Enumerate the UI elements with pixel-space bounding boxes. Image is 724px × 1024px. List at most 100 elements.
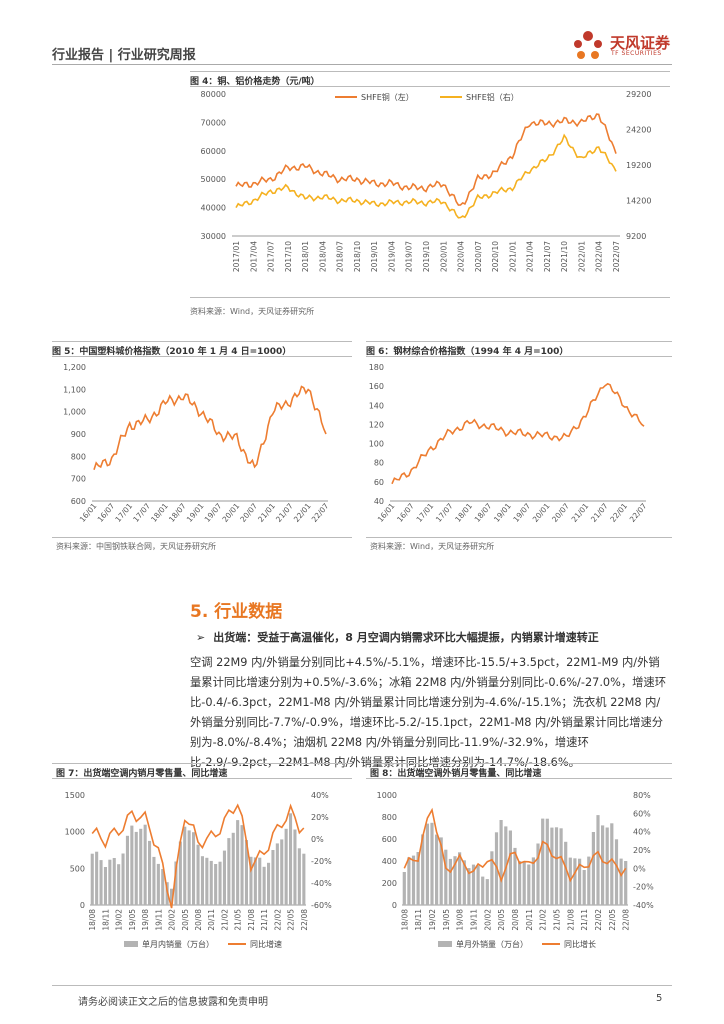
- fig6-x-tick: 19/07: [511, 501, 532, 524]
- fig5-y-tick: 800: [71, 452, 86, 461]
- fig6-x-tick: 17/01: [415, 501, 436, 524]
- fig8-x-tick: 21/02: [539, 909, 548, 931]
- fig8-bar: [619, 858, 623, 905]
- fig5-y-tick: 700: [71, 475, 86, 484]
- fig6-x-tick: 16/07: [395, 501, 416, 524]
- fig8-y-right-tick: 40%: [633, 828, 651, 837]
- fig5-x-tick: 18/01: [149, 501, 170, 524]
- fig5-y-tick: 1,000: [63, 408, 86, 417]
- fig8-bar: [481, 876, 485, 905]
- fig4-x-tick: 2017/01: [232, 241, 241, 272]
- fig7-y-right-tick: -60%: [311, 901, 332, 910]
- fig8-y-right-tick: -20%: [633, 883, 654, 892]
- fig6-y-tick: 180: [369, 363, 384, 372]
- fig7-title-rule: [52, 778, 352, 779]
- page-number: 5: [656, 993, 663, 1004]
- fig8-bar: [435, 834, 439, 905]
- fig6-title-rule: [366, 356, 672, 357]
- fig7-bar: [134, 831, 138, 905]
- fig7-bar: [200, 856, 204, 905]
- fig7-bar: [205, 857, 209, 905]
- fig8-bar: [439, 837, 443, 905]
- fig5-title-rule: [52, 356, 352, 357]
- fig6-top-rule: [366, 341, 672, 342]
- fig4-x-tick: 2021/10: [560, 241, 569, 272]
- fig8-title: 图 8：出货端空调外销月零售量、同比增速: [370, 769, 542, 779]
- fig7-bar: [236, 820, 240, 905]
- fig4-x-tick: 2019/07: [405, 241, 414, 272]
- fig5-source: 资料来源：中国钢铁联合网，天风证券研究所: [56, 542, 216, 551]
- fig4-y-left-tick: 40000: [201, 204, 226, 213]
- fig7-bar: [214, 864, 218, 905]
- fig8-y-left-tick: 400: [382, 857, 397, 866]
- fig8-bar: [564, 841, 568, 905]
- fig8-legend-bar-label: 单月外销量（万台）: [456, 939, 528, 949]
- fig8-bar: [430, 822, 434, 905]
- fig8-bar: [411, 855, 416, 905]
- fig8-x-tick: 21/05: [553, 909, 562, 931]
- fig7-bar: [187, 830, 191, 905]
- fig8-bar: [610, 823, 614, 905]
- fig8-bar: [402, 872, 406, 905]
- fig7-legend-bar-label: 单月内销量（万台）: [142, 939, 214, 949]
- fig6-x-tick: 19/01: [492, 501, 513, 524]
- fig7-growth-line: [91, 803, 305, 909]
- fig8-x-tick: 19/11: [469, 909, 478, 931]
- fig5-x-tick: 22/07: [310, 501, 331, 524]
- fig7-title: 图 7：出货端空调内销月零售量、同比增速: [56, 769, 228, 779]
- fig6-chart: 40608010012014016018016/0116/0717/0117/0…: [369, 363, 649, 524]
- fig8-bar: [467, 868, 471, 905]
- fig4-x-tick: 2020/10: [491, 241, 500, 272]
- fig7-bar: [302, 853, 306, 905]
- fig7-x-tick: 19/05: [128, 909, 137, 931]
- fig8-x-tick: 22/05: [608, 909, 617, 931]
- fig8-bar: [425, 823, 429, 905]
- fig7-bar: [267, 862, 271, 905]
- fig4-x-tick: 2020/07: [474, 241, 483, 272]
- fig8-x-tick: 19/02: [428, 909, 437, 931]
- fig7-x-tick: 18/11: [101, 909, 110, 931]
- fig4-x-tick: 2022/01: [577, 241, 586, 272]
- fig6-x-tick: 21/01: [570, 501, 591, 524]
- fig6-x-tick: 22/01: [608, 501, 629, 524]
- fig8-bar: [596, 815, 600, 905]
- fig8-x-tick: 18/08: [400, 909, 409, 931]
- fig4-source: 资料来源：Wind，天风证券研究所: [190, 307, 315, 316]
- fig7-bar: [231, 832, 235, 905]
- fig5-chart: 6007008009001,0001,1001,20016/0116/0717/…: [63, 363, 331, 524]
- fig5-series-line: [93, 385, 327, 470]
- fig4-y-right-tick: 19200: [626, 161, 651, 170]
- fig6-x-tick: 22/07: [628, 501, 649, 524]
- fig4-x-tick: 2017/07: [267, 241, 276, 272]
- fig5-x-tick: 21/07: [274, 501, 295, 524]
- fig4-legend-label: SHFE铜（左）: [361, 92, 414, 102]
- fig4-y-left-tick: 80000: [201, 90, 226, 99]
- fig7-bar: [143, 824, 147, 905]
- fig4-x-tick: 2017/04: [249, 241, 258, 272]
- fig6-y-tick: 80: [374, 459, 384, 468]
- footer-disclaimer: 请务必阅读正文之后的信息披露和免责申明: [78, 997, 268, 1008]
- fig7-x-tick: 21/08: [247, 909, 256, 931]
- fig7-y-left-tick: 500: [70, 864, 85, 873]
- fig8-legend-bar-swatch: [438, 941, 452, 947]
- fig7-bar: [249, 856, 253, 905]
- fig6-y-tick: 100: [369, 440, 384, 449]
- fig7-x-tick: 20/11: [207, 909, 216, 931]
- fig4-x-tick: 2020/01: [439, 241, 448, 272]
- fig8-bar: [587, 856, 591, 905]
- header-divider: [52, 64, 672, 65]
- fig4-top-rule: [190, 71, 670, 72]
- fig6-x-tick: 20/07: [550, 501, 571, 524]
- fig4-x-tick: 2022/04: [595, 241, 604, 272]
- fig7-bar: [192, 832, 196, 905]
- fig6-y-tick: 120: [369, 420, 384, 429]
- fig8-bar: [554, 827, 559, 905]
- fig6-series-line: [391, 382, 645, 485]
- fig7-y-left-tick: 1000: [65, 828, 85, 837]
- fig7-bar: [196, 844, 200, 905]
- fig5-x-tick: 19/07: [203, 501, 224, 524]
- fig8-chart: 0 200 400 600 800 1000 -40% -20% 0% 20% 40% 60% 80% 1…: [377, 791, 654, 949]
- fig7-bar: [262, 866, 266, 905]
- fig6-x-tick: 21/07: [589, 501, 610, 524]
- brand-subtitle: TF SECURITIES: [611, 50, 662, 57]
